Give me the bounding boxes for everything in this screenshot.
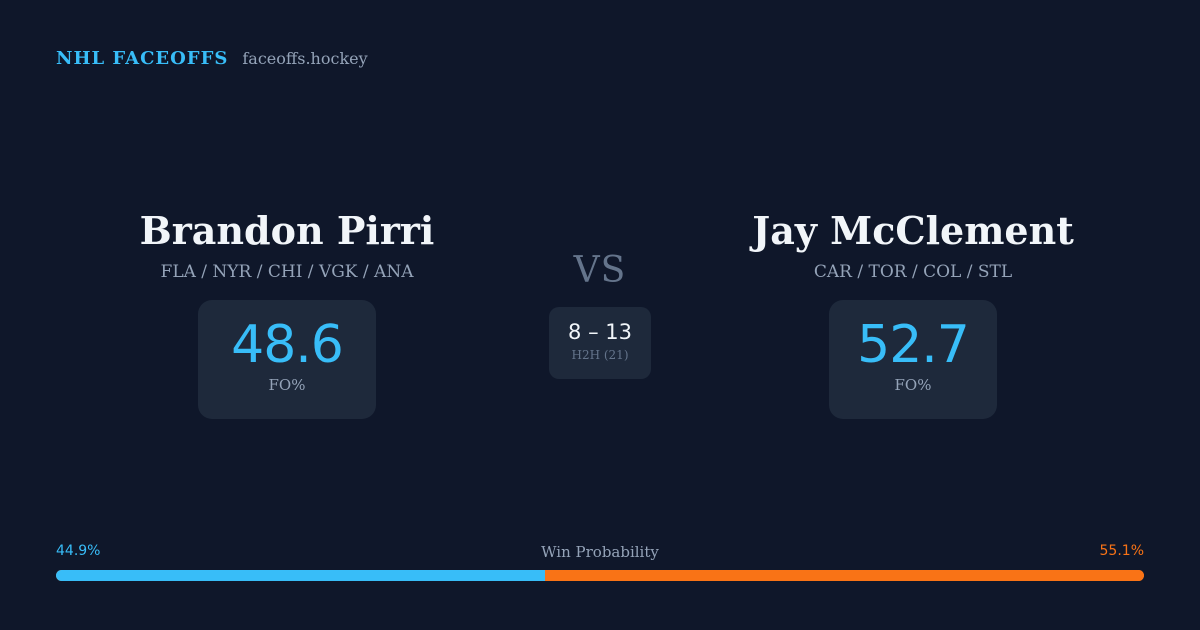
player-left-teams: FLA / NYR / CHI / VGK / ANA: [160, 262, 414, 282]
player-left: Brandon Pirri FLA / NYR / CHI / VGK / AN…: [37, 206, 537, 419]
brand-url[interactable]: faceoffs.hockey: [242, 49, 368, 68]
win-probability-left-pct: 44.9%: [56, 543, 101, 559]
win-probability-bar-right: [544, 570, 1144, 581]
brand-name[interactable]: NHL FACEOFFS: [56, 48, 229, 69]
win-probability-bar: [56, 570, 1144, 581]
player-right-teams: CAR / TOR / COL / STL: [813, 262, 1013, 282]
win-probability-title: Win Probability: [541, 543, 659, 561]
player-right-fo-pct: 52.7: [857, 315, 970, 375]
player-right-fo-label: FO%: [894, 376, 932, 394]
win-probability-right-pct: 55.1%: [1099, 543, 1144, 559]
player-left-name: Brandon Pirri: [139, 208, 435, 253]
player-left-fo-label: FO%: [268, 376, 306, 394]
win-probability-labels: 44.9% Win Probability 55.1%: [56, 543, 1144, 563]
head-to-head-label: H2H (21): [571, 348, 629, 362]
player-left-fo-pct: 48.6: [231, 315, 344, 375]
player-right-stat-card: 52.7 FO%: [829, 300, 997, 419]
brand-header: NHL FACEOFFS faceoffs.hockey: [56, 48, 368, 69]
head-to-head-card: 8 – 13 H2H (21): [549, 307, 651, 379]
player-left-stat-card: 48.6 FO%: [198, 300, 376, 419]
head-to-head-score: 8 – 13: [568, 320, 632, 344]
win-probability-bar-left: [56, 570, 545, 581]
player-right-name: Jay McClement: [752, 208, 1074, 253]
player-right: Jay McClement CAR / TOR / COL / STL 52.7…: [663, 206, 1163, 419]
versus-label: VS: [573, 250, 627, 291]
